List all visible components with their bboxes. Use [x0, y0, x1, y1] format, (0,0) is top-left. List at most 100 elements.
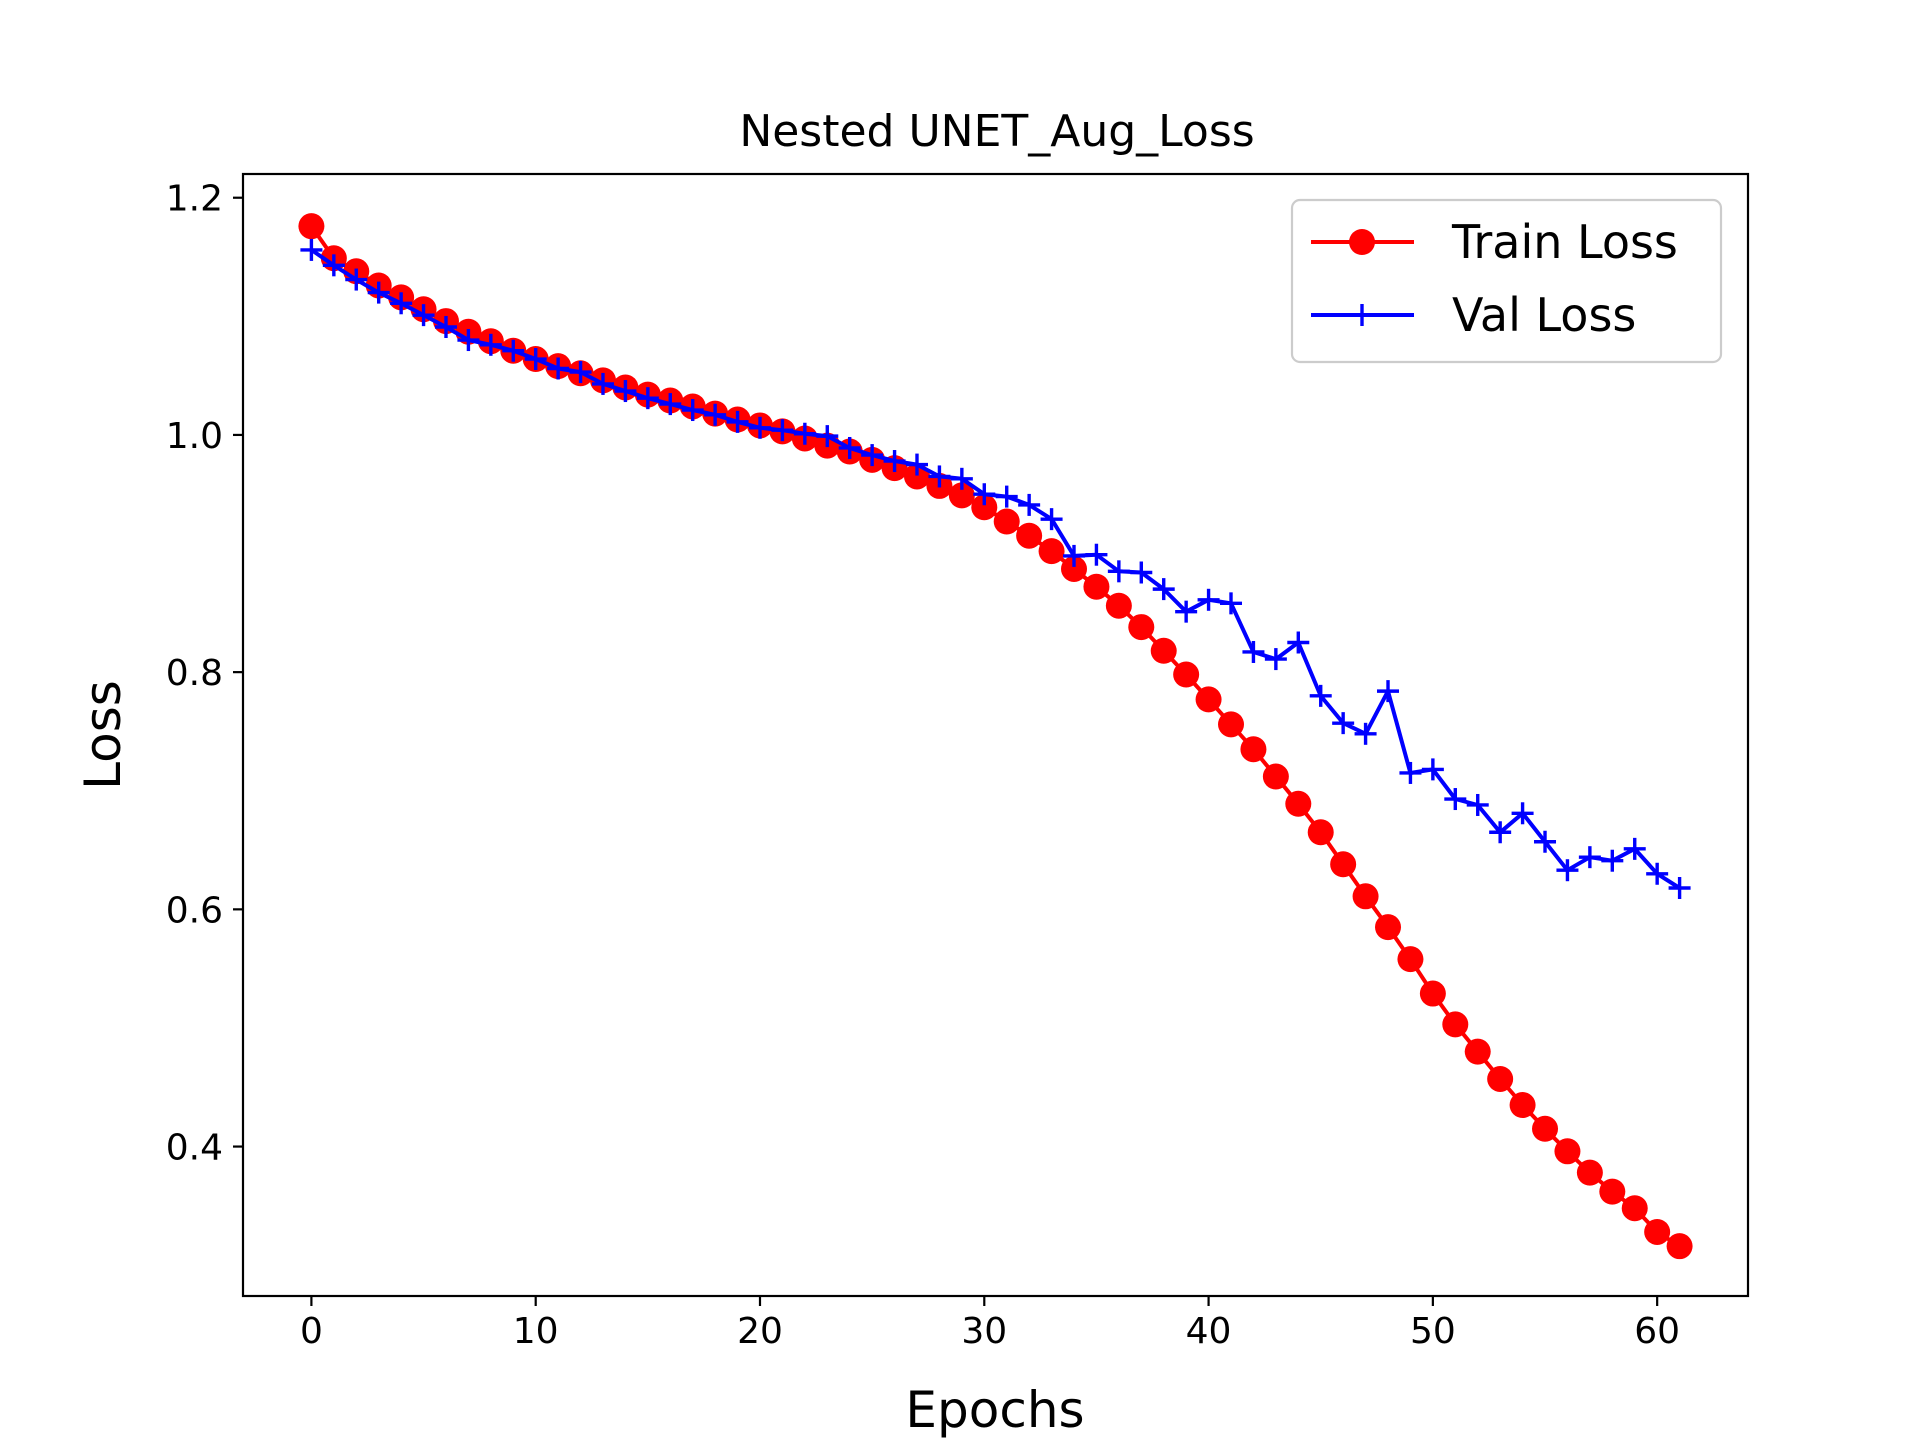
- val-loss-point: [479, 333, 502, 356]
- legend-label: Val Loss: [1452, 288, 1636, 342]
- x-tick-label: 40: [1186, 1311, 1232, 1352]
- val-loss-point: [1309, 684, 1332, 707]
- val-loss-point: [1063, 544, 1086, 567]
- y-tick-label: 0.6: [166, 890, 223, 931]
- train-loss-point: [1038, 538, 1065, 565]
- train-loss-point: [1554, 1138, 1581, 1165]
- train-loss-point: [1576, 1159, 1603, 1186]
- val-loss-point: [793, 422, 816, 445]
- y-tick-label: 1.2: [166, 179, 223, 220]
- series-layer: [298, 213, 1693, 1260]
- x-tick-label: 10: [513, 1311, 559, 1352]
- val-loss-point: [748, 416, 771, 439]
- train-loss-point: [1419, 980, 1446, 1007]
- val-loss-point: [1152, 578, 1175, 601]
- val-loss-point: [883, 450, 906, 473]
- val-loss-point: [861, 444, 884, 467]
- val-loss-point: [614, 380, 637, 403]
- val-loss-point: [1220, 592, 1243, 615]
- x-axis: 0 10 20 30 40 50 60: [300, 1296, 1680, 1352]
- val-loss-point: [838, 436, 861, 459]
- train-loss-point: [1599, 1178, 1626, 1205]
- val-loss-point: [950, 467, 973, 490]
- val-loss-point: [1489, 821, 1512, 844]
- val-loss-point: [1175, 600, 1198, 623]
- val-loss-point: [681, 399, 704, 422]
- train-loss-point: [1016, 522, 1043, 549]
- val-loss-point: [524, 348, 547, 371]
- legend-marker: [1349, 229, 1375, 255]
- val-loss-point: [1668, 877, 1691, 899]
- train-loss-point: [1173, 661, 1200, 688]
- val-loss-point: [1197, 588, 1220, 611]
- val-loss-point: [457, 329, 480, 352]
- val-loss-point: [569, 361, 592, 384]
- val-loss-point: [1646, 862, 1669, 885]
- val-loss-point: [905, 453, 928, 476]
- train-loss-point: [1487, 1065, 1514, 1092]
- val-loss-point: [1534, 830, 1557, 853]
- val-loss-point: [1018, 493, 1041, 516]
- train-loss-point: [1262, 763, 1289, 790]
- train-loss-point: [1644, 1218, 1671, 1245]
- val-loss-point: [1040, 508, 1063, 531]
- train-loss-point: [1464, 1038, 1491, 1065]
- train-loss-point: [1240, 736, 1267, 763]
- x-tick-label: 20: [737, 1311, 783, 1352]
- val-loss-point: [502, 339, 525, 362]
- val-loss-point: [434, 316, 457, 338]
- legend: Train Loss Val Loss: [1290, 198, 1723, 364]
- val-loss-point: [322, 254, 345, 277]
- train-loss-point: [1150, 637, 1177, 664]
- val-loss-series: [300, 238, 1691, 899]
- train-loss-point: [971, 494, 998, 521]
- train-loss-point: [1218, 711, 1245, 738]
- val-loss-point: [659, 393, 682, 416]
- train-loss-point: [1666, 1233, 1693, 1260]
- val-loss-point: [547, 357, 570, 380]
- val-loss-point: [591, 372, 614, 395]
- val-loss-point: [412, 304, 435, 327]
- train-loss-point: [1330, 851, 1357, 878]
- val-loss-point: [1399, 761, 1422, 784]
- val-loss-point: [704, 403, 727, 426]
- train-loss-point: [1285, 790, 1312, 817]
- y-axis-label: Loss: [74, 680, 132, 790]
- train-loss-point: [1621, 1195, 1648, 1222]
- legend-label: Train Loss: [1451, 215, 1678, 269]
- train-loss-point: [1532, 1115, 1559, 1142]
- y-tick-label: 0.4: [166, 1128, 223, 1169]
- val-loss-point: [1377, 680, 1400, 703]
- val-loss-point: [1511, 802, 1534, 825]
- val-loss-point: [1332, 712, 1355, 735]
- val-loss-point: [300, 238, 323, 261]
- val-loss-point: [726, 410, 749, 433]
- train-loss-point: [993, 508, 1020, 535]
- x-tick-label: 30: [961, 1311, 1007, 1352]
- val-loss-point: [1421, 758, 1444, 781]
- val-loss-point: [1466, 793, 1489, 816]
- val-loss-point: [1264, 648, 1287, 671]
- train-loss-point: [1083, 573, 1110, 600]
- x-axis-label: Epochs: [905, 1381, 1084, 1439]
- val-loss-point: [1354, 722, 1377, 745]
- y-tick-label: 0.8: [166, 653, 223, 694]
- val-loss-point: [1578, 846, 1601, 869]
- val-loss-point: [1085, 543, 1108, 566]
- val-loss-point: [928, 465, 951, 488]
- val-loss-point: [1107, 560, 1130, 583]
- train-loss-point: [1352, 883, 1379, 910]
- x-tick-label: 0: [300, 1311, 323, 1352]
- val-loss-point: [1287, 631, 1310, 654]
- val-loss-point: [771, 419, 794, 442]
- val-loss-point: [1601, 849, 1624, 872]
- val-loss-point: [1242, 640, 1265, 663]
- val-loss-point: [973, 483, 996, 506]
- chart-title: Nested UNET_Aug_Loss: [739, 106, 1254, 157]
- plot-area: 0 10 20 30 40 50 60 0.4 0.6 0.8 1.0 1.2: [166, 172, 1750, 1352]
- val-loss-point: [816, 425, 839, 448]
- train-loss-point: [1105, 592, 1132, 619]
- legend-item-train-loss: Train Loss: [1311, 215, 1678, 269]
- val-loss-point: [345, 268, 368, 291]
